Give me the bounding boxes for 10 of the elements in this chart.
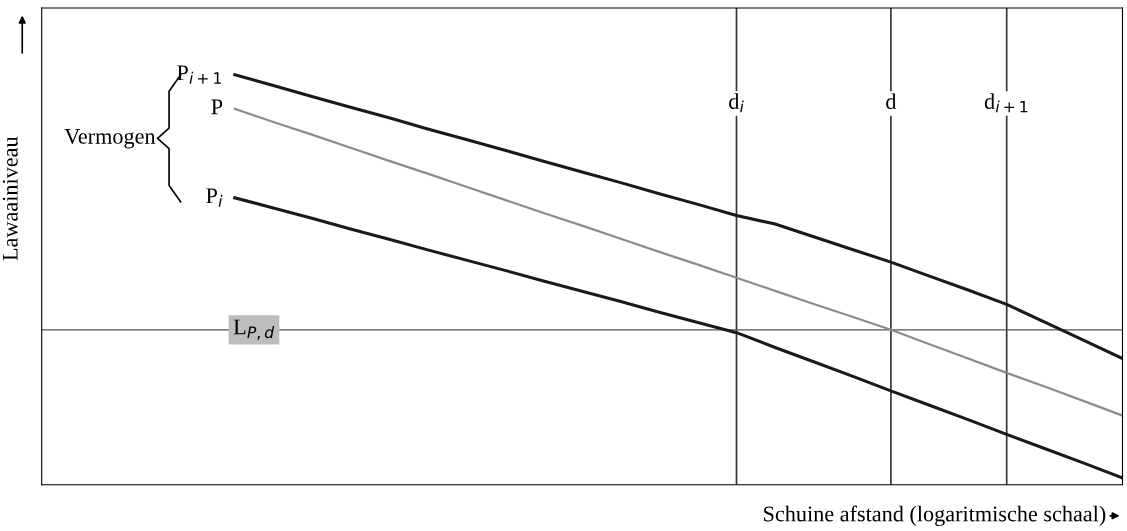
series-label: P [211, 99, 223, 115]
annotation: Vermogen [64, 129, 156, 149]
series-label: P$_{i+1}$ [177, 65, 221, 84]
ref-line-label: L$_{P,d}$ [233, 319, 275, 340]
x-tick-label: d$_{i+1}$ [984, 93, 1028, 113]
x-axis-title: Schuine afstand (logaritmische schaal) [764, 505, 1106, 527]
series-label: P$_{i}$ [206, 188, 223, 207]
x-tick-label: d$_{i}$ [729, 93, 744, 113]
x-tick-label: d [886, 93, 897, 110]
y-axis-title: Lawaainiveau [2, 136, 18, 261]
